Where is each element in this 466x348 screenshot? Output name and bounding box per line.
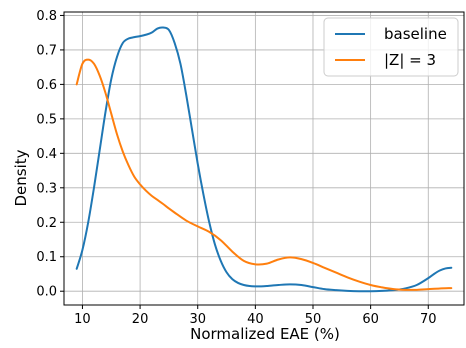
x-tick-label: 30 [189, 312, 206, 327]
x-tick-label: 10 [74, 312, 91, 327]
y-tick-label: 0.8 [36, 9, 57, 24]
x-tick-label: 40 [247, 312, 264, 327]
legend: baseline |Z| = 3 [323, 17, 459, 77]
x-tick-label: 70 [420, 312, 437, 327]
series-line-z3 [75, 58, 453, 291]
axis-ticks: 10 20 30 40 50 60 70 0.0 0.1 0.2 0.3 0.4 0.5 0.6 0.7 0.… [36, 9, 436, 327]
legend-label-baseline: baseline [384, 25, 447, 43]
y-tick-label: 0.4 [36, 147, 57, 162]
y-tick-label: 0.0 [36, 285, 57, 300]
series-line-baseline [75, 26, 453, 293]
y-axis-label: Density [12, 149, 30, 206]
y-tick-label: 0.3 [36, 181, 57, 196]
y-tick-label: 0.7 [36, 43, 57, 58]
y-tick-label: 0.2 [36, 216, 57, 231]
x-axis-label: Normalized EAE (%) [190, 325, 340, 343]
x-tick-label: 50 [305, 312, 322, 327]
legend-box [323, 17, 459, 77]
y-tick-label: 0.1 [36, 250, 57, 265]
y-tick-label: 0.5 [36, 112, 57, 127]
plot-frame [63, 11, 465, 306]
y-tick-label: 0.6 [36, 78, 57, 93]
x-tick-label: 60 [362, 312, 379, 327]
legend-label-z3: |Z| = 3 [384, 51, 436, 69]
x-tick-label: 20 [132, 312, 149, 327]
series-lines [75, 26, 453, 293]
